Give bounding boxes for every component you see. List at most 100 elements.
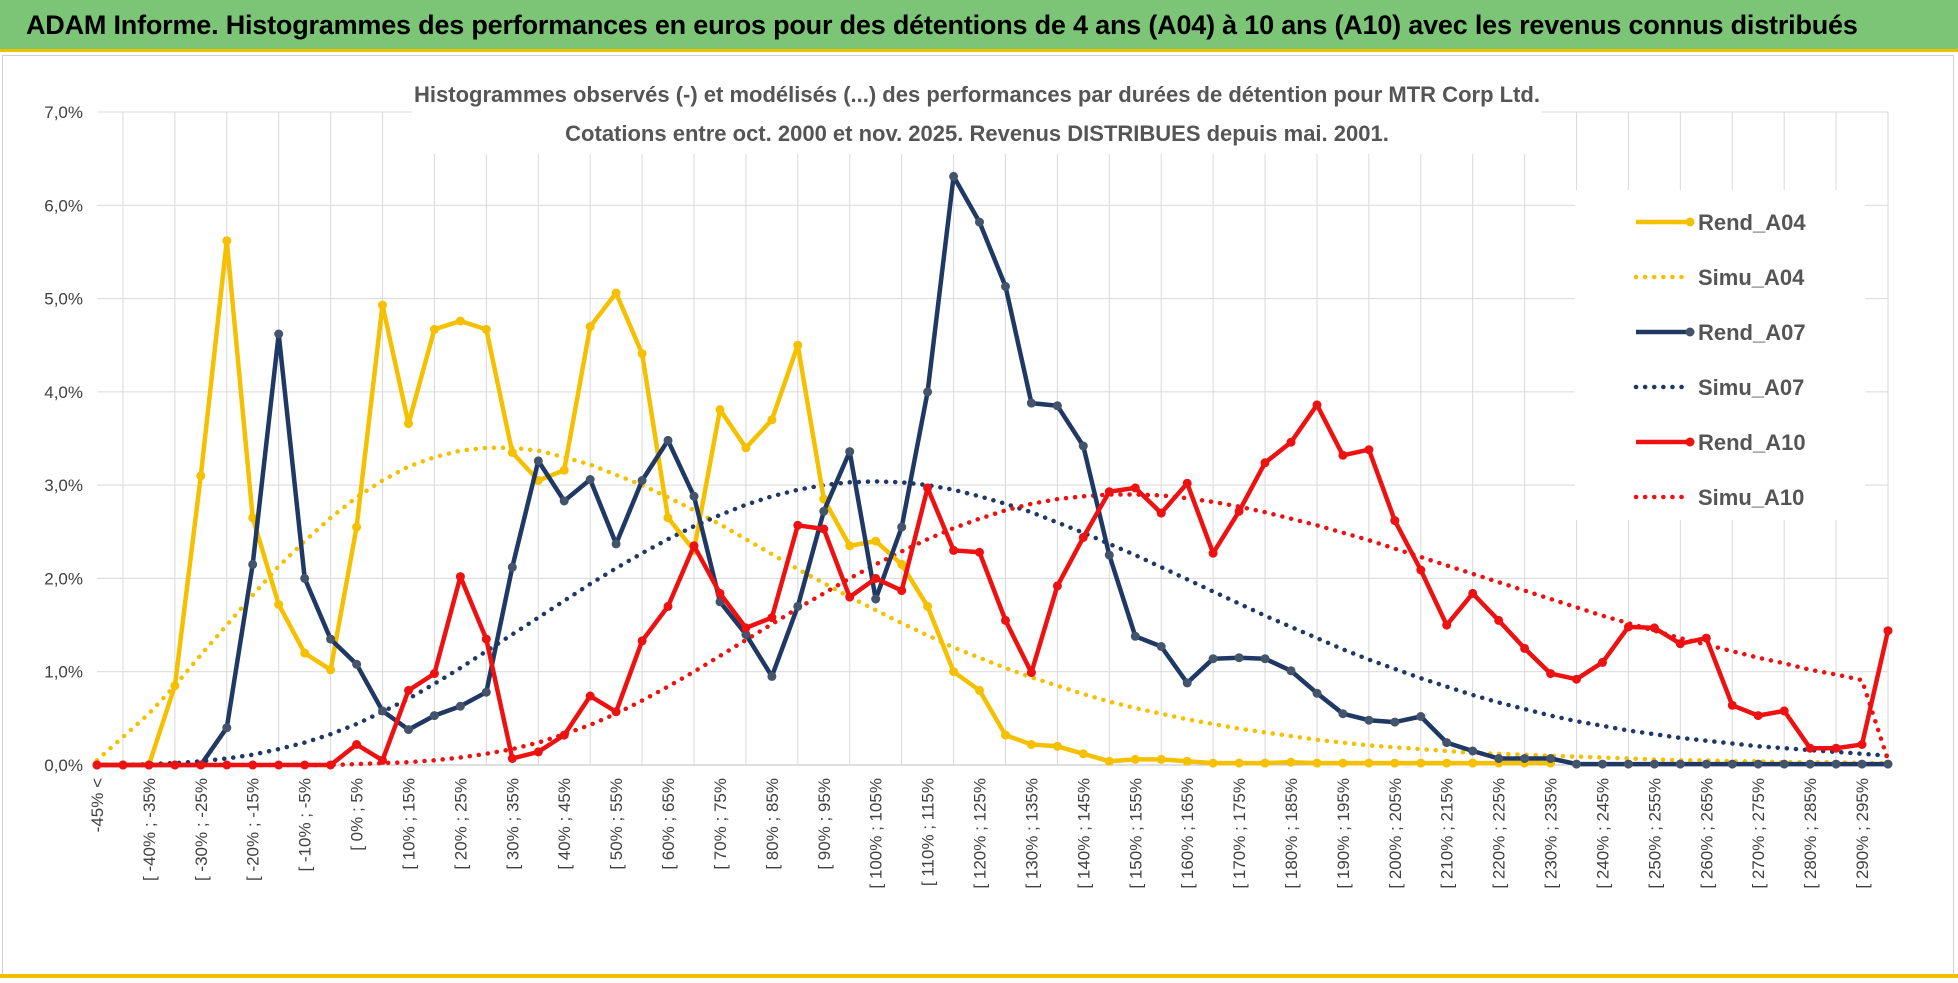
data-point-rend_a07 [1104,550,1114,560]
data-point-rend_a07 [1182,678,1192,688]
data-point-rend_a10 [222,760,232,770]
data-point-rend_a07 [871,594,881,604]
data-point-rend_a10 [481,634,491,644]
data-point-rend_a07 [533,456,543,466]
data-point-rend_a07 [1130,631,1140,641]
data-point-rend_a10 [923,483,933,493]
data-point-rend_a10 [1572,674,1581,684]
data-point-rend_a07 [1234,653,1244,663]
data-point-rend_a04 [196,471,206,481]
data-point-rend_a07 [1831,759,1841,769]
x-tick-label: [ 100% ; 105% [867,778,886,889]
data-point-rend_a04 [1442,758,1452,768]
data-point-rend_a04 [1156,754,1166,764]
y-tick-label: 2,0% [44,569,83,588]
data-point-rend_a07 [1779,759,1789,769]
data-point-rend_a04 [1130,754,1140,764]
x-tick-label: [ 80% ; 85% [763,778,782,870]
legend-item: Rend_A07 [1636,320,1806,345]
data-point-rend_a10 [1546,669,1556,679]
report-title: ADAM Informe. Histogrammes des performan… [26,10,1858,40]
data-point-rend_a07 [1390,717,1400,727]
data-point-rend_a04 [585,322,595,332]
data-point-rend_a07 [897,522,907,532]
data-point-rend_a07 [793,601,803,611]
data-point-rend_a10 [455,572,465,582]
x-tick-label: [ 250% ; 255% [1645,778,1664,889]
data-point-rend_a10 [248,760,258,770]
data-point-rend_a04 [767,415,777,425]
data-point-rend_a07 [1727,759,1737,769]
data-point-rend_a04 [222,236,232,246]
data-point-rend_a10 [1364,445,1374,455]
data-point-rend_a04 [897,559,907,569]
data-point-rend_a10 [170,760,180,770]
data-point-rend_a04 [559,465,569,475]
data-point-rend_a07 [1260,654,1270,664]
data-point-rend_a10 [689,541,699,551]
legend-item: Simu_A10 [1633,485,1804,510]
data-point-rend_a10 [1598,657,1607,667]
data-point-rend_a07 [248,559,258,569]
data-point-rend_a10 [144,760,154,770]
data-point-rend_a04 [741,443,751,453]
data-point-rend_a07 [352,659,362,669]
data-point-rend_a04 [326,665,336,675]
data-point-rend_a07 [559,496,569,506]
y-tick-label: 1,0% [44,663,83,682]
data-point-rend_a10 [1312,400,1322,410]
x-tick-label: [ 290% ; 295% [1853,778,1872,889]
legend-marker [1685,437,1695,447]
data-point-rend_a10 [1883,626,1893,636]
x-tick-label: [ 70% ; 75% [711,778,730,870]
data-point-rend_a04 [1001,730,1010,740]
data-point-rend_a04 [455,316,465,326]
x-tick-label: [ -20% ; -15% [244,778,263,881]
y-tick-label: 4,0% [44,383,83,402]
data-point-rend_a04 [975,685,984,695]
data-point-rend_a07 [326,634,336,644]
data-point-rend_a04 [1338,758,1348,768]
x-tick-label: [ 0% ; 5% [348,778,367,851]
x-tick-label: [ 220% ; 225% [1490,778,1509,889]
data-point-rend_a07 [1623,759,1633,769]
data-point-rend_a07 [1649,759,1659,769]
legend-item: Simu_A04 [1633,265,1805,290]
data-point-rend_a10 [378,755,387,765]
axes: 0,0% 1,0% 2,0% 3,0% 4,0% 5,0% 6,0% 7,0% -45% < [ … [44,103,1872,889]
data-point-rend_a07 [663,435,673,445]
data-point-rend_a07 [819,506,829,516]
data-point-rend_a07 [1312,688,1322,698]
data-point-rend_a07 [481,687,491,697]
data-point-rend_a10 [793,520,803,530]
x-tick-label: [ 10% ; 15% [399,778,418,870]
data-point-rend_a04 [1026,740,1036,749]
x-tick-label: [ 40% ; 45% [555,778,574,870]
data-point-rend_a10 [1208,548,1218,558]
data-point-rend_a04 [170,681,180,691]
data-point-rend_a10 [897,586,907,596]
data-point-rend_a07 [689,491,699,501]
data-point-rend_a04 [871,536,881,546]
data-point-rend_a04 [1182,756,1192,766]
data-point-rend_a10 [118,760,128,770]
legend: Rend_A04 Simu_A04 Rend_A07 Simu_A07 Rend_A10… [1633,210,1806,510]
data-point-rend_a10 [1001,615,1010,625]
data-point-rend_a04 [1364,758,1374,768]
data-point-rend_a10 [1026,668,1036,678]
data-point-rend_a07 [1156,642,1166,651]
legend-label: Simu_A07 [1698,375,1804,400]
y-tick-label: 3,0% [44,476,83,495]
data-point-rend_a04 [378,300,387,310]
data-point-rend_a07 [1338,709,1348,719]
data-point-rend_a10 [1338,450,1348,460]
data-point-rend_a04 [1104,756,1114,766]
y-tick-label: 6,0% [44,196,83,215]
chart-subtitle: Cotations entre oct. 2000 et nov. 2025. … [565,121,1389,146]
data-point-rend_a07 [378,706,387,716]
x-tick-label: [ 30% ; 35% [503,778,522,870]
data-point-rend_a04 [845,541,855,551]
data-point-rend_a10 [663,601,673,611]
data-point-rend_a10 [585,691,595,701]
